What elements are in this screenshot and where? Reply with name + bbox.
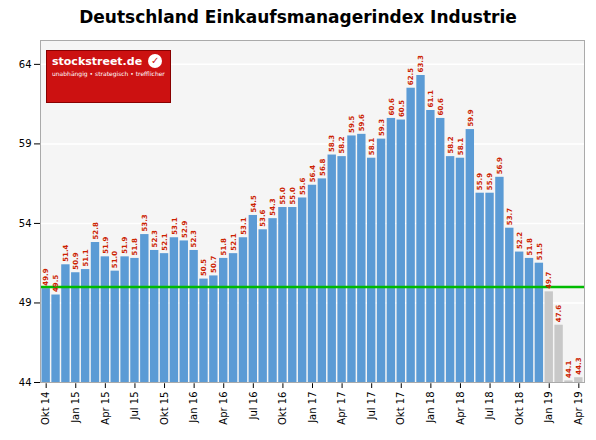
svg-text:56.4: 56.4 [309,165,317,182]
svg-text:49.7: 49.7 [545,271,553,288]
html-text:unabhängig • strategisch • tre: unabhängig • strategisch • trefflicher [52,70,165,77]
svg-text:44: 44 [19,377,32,388]
svg-text:Jan 16: Jan 16 [188,392,199,424]
svg-text:53.3: 53.3 [141,214,149,231]
svg-text:Okt 17: Okt 17 [395,392,406,426]
svg-text:49: 49 [19,297,32,308]
svg-text:Okt 18: Okt 18 [514,392,525,426]
svg-text:Jan 17: Jan 17 [307,392,318,424]
svg-text:51.8: 51.8 [131,238,139,255]
svg-text:56.8: 56.8 [319,158,327,175]
svg-text:49.9: 49.9 [42,268,50,285]
svg-text:58.2: 58.2 [338,136,346,153]
svg-text:59.9: 59.9 [467,109,475,126]
svg-text:60.5: 60.5 [398,100,406,117]
svg-text:56.9: 56.9 [496,157,504,174]
svg-text:51.4: 51.4 [62,244,70,261]
svg-text:59.6: 59.6 [358,114,366,131]
svg-text:Jan 15: Jan 15 [70,392,81,424]
svg-text:50.7: 50.7 [210,256,218,273]
svg-text:51.5: 51.5 [536,243,544,260]
svg-text:53.7: 53.7 [506,208,514,225]
html-text:Deutschland Einkaufsmanagerind: Deutschland Einkaufsmanagerindex Industr… [79,7,517,27]
svg-text:Jan 19: Jan 19 [543,392,554,424]
svg-text:55.9: 55.9 [486,173,494,190]
svg-text:Apr 19: Apr 19 [573,392,584,425]
svg-text:Apr 17: Apr 17 [336,392,347,425]
svg-text:50.5: 50.5 [200,259,208,276]
svg-text:Jan 18: Jan 18 [425,392,436,424]
svg-text:58.3: 58.3 [328,135,336,152]
svg-text:44.1: 44.1 [565,361,573,378]
svg-text:52.8: 52.8 [92,222,100,239]
svg-text:52.2: 52.2 [516,232,524,249]
svg-text:49.5: 49.5 [52,275,60,292]
svg-text:59: 59 [19,138,32,149]
svg-text:52.3: 52.3 [151,230,159,247]
svg-text:51.9: 51.9 [121,236,129,253]
svg-text:Okt 15: Okt 15 [159,392,170,426]
svg-text:60.6: 60.6 [437,98,445,115]
svg-text:52.9: 52.9 [181,221,189,238]
svg-text:47.6: 47.6 [555,305,563,322]
svg-text:52.1: 52.1 [161,233,169,250]
svg-text:53.1: 53.1 [171,217,179,234]
svg-text:Jul 15: Jul 15 [129,392,140,421]
svg-text:Apr 18: Apr 18 [455,392,466,425]
svg-text:61.1: 61.1 [427,90,435,107]
svg-text:59.5: 59.5 [348,116,356,133]
svg-text:Okt 14: Okt 14 [40,392,51,426]
svg-text:59.3: 59.3 [378,119,386,136]
svg-text:62.5: 62.5 [407,68,415,85]
svg-text:Jul 17: Jul 17 [366,392,377,421]
svg-text:Okt 16: Okt 16 [277,392,288,426]
svg-text:44.3: 44.3 [575,357,583,374]
html-text:stockstreet.de: stockstreet.de [52,54,143,68]
svg-text:54.5: 54.5 [250,195,258,212]
svg-text:54: 54 [19,218,32,229]
svg-text:64: 64 [19,59,32,70]
svg-text:51.9: 51.9 [102,236,110,253]
svg-text:55.9: 55.9 [476,173,484,190]
svg-text:51.8: 51.8 [220,238,228,255]
svg-text:51.0: 51.0 [111,251,119,268]
svg-text:54.3: 54.3 [269,198,277,215]
svg-text:Jul 18: Jul 18 [484,392,495,421]
svg-text:55.0: 55.0 [279,187,287,204]
svg-text:53.6: 53.6 [259,209,267,226]
svg-text:58.1: 58.1 [368,138,376,155]
svg-text:55.6: 55.6 [299,178,307,195]
svg-text:58.2: 58.2 [447,136,455,153]
svg-text:52.1: 52.1 [230,233,238,250]
svg-text:52.3: 52.3 [190,230,198,247]
svg-text:58.1: 58.1 [457,138,465,155]
svg-text:51.1: 51.1 [82,249,90,266]
svg-text:63.3: 63.3 [417,55,425,72]
svg-text:60.6: 60.6 [388,98,396,115]
svg-text:55.0: 55.0 [289,187,297,204]
svg-text:50.9: 50.9 [72,252,80,269]
svg-text:Apr 16: Apr 16 [218,392,229,425]
svg-text:51.8: 51.8 [526,238,534,255]
svg-text:Apr 15: Apr 15 [100,392,111,425]
svg-text:Jul 16: Jul 16 [248,392,259,421]
svg-text:53.1: 53.1 [240,217,248,234]
